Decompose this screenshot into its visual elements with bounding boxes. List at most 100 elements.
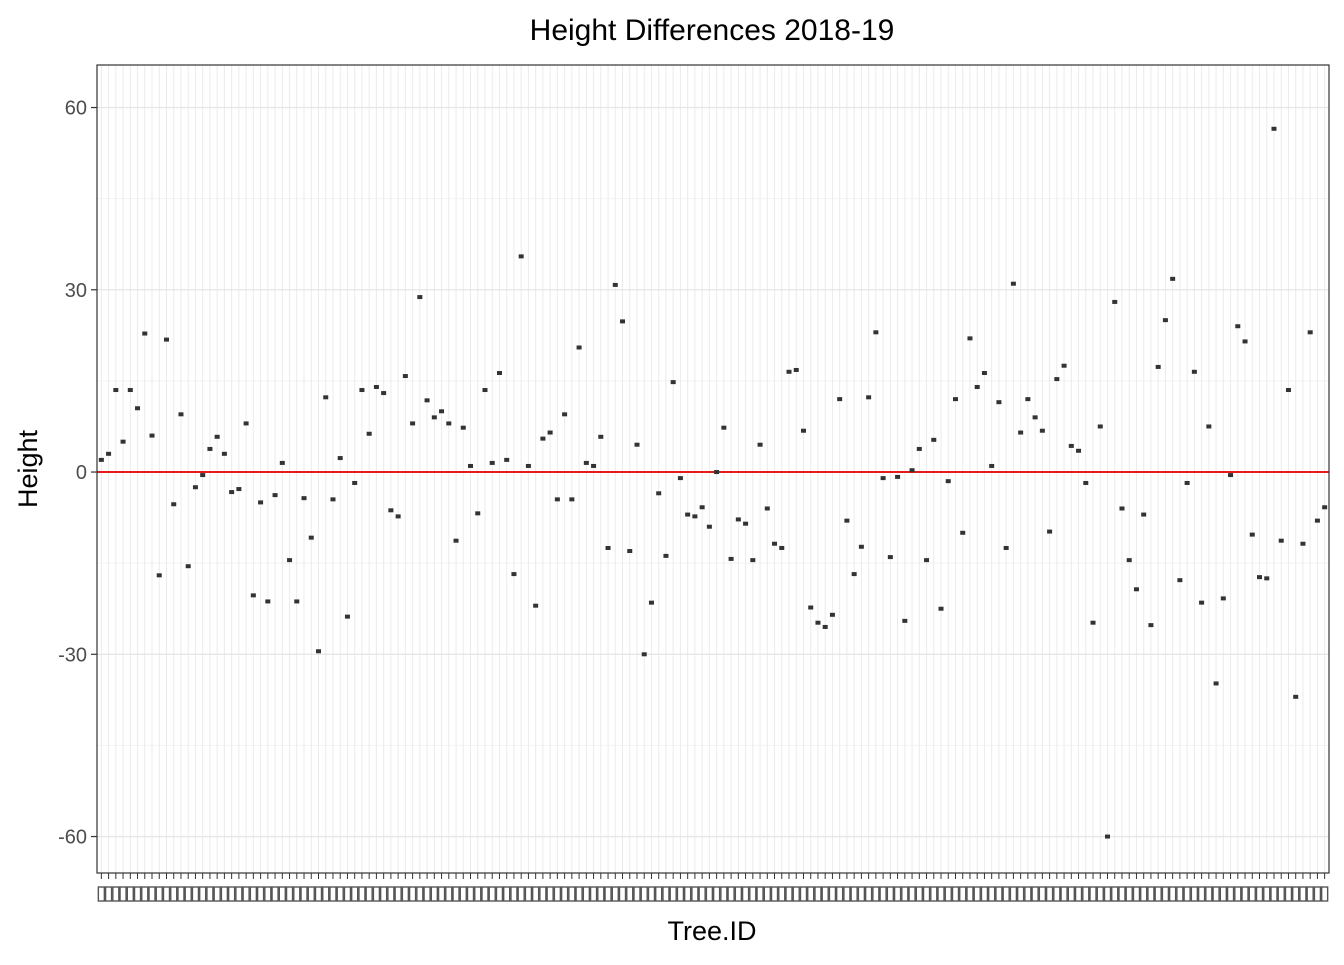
data-point <box>1010 281 1016 286</box>
x-tick-label-mark <box>365 886 373 902</box>
data-point <box>1076 448 1082 453</box>
data-point <box>171 502 177 507</box>
x-tick-label-mark <box>329 886 337 902</box>
x-tick-label-mark <box>843 886 851 902</box>
data-point <box>1249 532 1255 537</box>
x-axis-tick-labels <box>97 886 1329 902</box>
x-tick-label-mark <box>640 886 648 902</box>
data-point <box>772 541 778 546</box>
x-tick-label-mark <box>1313 886 1322 902</box>
chart-title: Height Differences 2018-19 <box>530 14 895 47</box>
data-point <box>482 388 488 393</box>
data-point <box>779 545 785 550</box>
x-tick-label-mark <box>1067 886 1076 902</box>
x-tick-label-mark <box>1277 886 1285 902</box>
data-point <box>1293 694 1299 699</box>
x-tick-label-mark <box>184 886 192 902</box>
data-point <box>714 470 720 475</box>
data-point <box>135 406 141 411</box>
data-point <box>221 451 227 456</box>
x-tick-label-mark <box>300 886 308 902</box>
data-point <box>1090 620 1096 625</box>
x-tick-label-mark <box>1060 886 1068 902</box>
data-point <box>1047 529 1053 534</box>
x-tick-label-mark <box>408 886 417 902</box>
data-point <box>677 476 683 481</box>
data-point <box>1119 506 1125 511</box>
data-point <box>858 544 864 549</box>
x-tick-label-mark <box>575 886 583 902</box>
x-tick-label-mark <box>611 886 619 902</box>
data-point <box>395 514 401 519</box>
x-tick-label-mark <box>676 886 685 902</box>
x-tick-label-mark <box>618 886 627 902</box>
x-tick-label-mark <box>416 886 424 902</box>
x-tick-label-mark <box>112 886 120 902</box>
x-tick-label-mark <box>655 886 663 902</box>
x-tick-label-mark <box>1219 886 1228 902</box>
data-point <box>1228 473 1234 478</box>
x-tick-label-mark <box>220 886 229 902</box>
x-tick-label-mark <box>546 886 554 902</box>
x-tick-label-mark <box>437 886 446 902</box>
x-tick-label-mark <box>1147 886 1155 902</box>
x-tick-label-mark <box>1125 886 1133 902</box>
data-point <box>460 425 466 430</box>
data-point <box>359 388 365 393</box>
x-tick-label-mark <box>749 886 757 902</box>
data-point <box>569 497 575 502</box>
data-point <box>1162 318 1168 323</box>
data-point <box>330 497 336 502</box>
x-tick-label-mark <box>807 886 815 902</box>
data-point <box>1264 576 1270 581</box>
data-point <box>663 553 669 558</box>
data-point <box>446 421 452 426</box>
x-tick-label-mark <box>915 886 923 902</box>
x-tick-label-mark <box>264 886 272 902</box>
x-tick-label-mark <box>1053 886 1061 902</box>
data-point <box>866 395 872 400</box>
data-point <box>895 474 901 479</box>
x-tick-label-mark <box>1212 886 1220 902</box>
data-point <box>511 572 517 577</box>
x-tick-label-mark <box>1161 886 1170 902</box>
x-tick-label-mark <box>1103 886 1112 902</box>
x-tick-label-mark <box>597 886 605 902</box>
x-tick-label-mark <box>423 886 431 902</box>
x-tick-label-mark <box>792 886 800 902</box>
data-point <box>721 425 727 430</box>
x-tick-label-mark <box>937 886 945 902</box>
data-point <box>960 530 966 535</box>
x-tick-label-mark <box>886 886 895 902</box>
data-point <box>1003 545 1009 550</box>
data-point <box>337 456 343 461</box>
grid-minor-y <box>97 198 1329 746</box>
data-point <box>583 460 589 465</box>
data-point <box>909 468 915 473</box>
data-point <box>1061 363 1067 368</box>
x-tick-label-mark <box>966 886 974 902</box>
x-tick-label-mark <box>387 886 395 902</box>
x-tick-label-mark <box>828 886 837 902</box>
x-tick-label-mark <box>271 886 279 902</box>
x-tick-label-mark <box>1139 886 1148 902</box>
x-tick-label-mark <box>944 886 952 902</box>
data-point <box>381 391 387 396</box>
data-point <box>214 434 220 439</box>
grid-x <box>100 65 1326 873</box>
data-point <box>916 446 922 451</box>
data-point <box>598 434 604 439</box>
x-tick-label-mark <box>633 886 641 902</box>
data-point <box>178 412 184 417</box>
x-tick-label-mark <box>959 886 967 902</box>
x-tick-label-mark <box>720 886 728 902</box>
x-tick-label-mark <box>394 886 402 902</box>
x-tick-label-mark <box>314 886 323 902</box>
data-point <box>591 463 597 468</box>
data-point <box>627 549 633 554</box>
x-tick-label-mark <box>756 886 764 902</box>
x-tick-label-mark <box>517 886 525 902</box>
x-axis-ticks <box>100 873 1326 879</box>
data-point <box>163 337 169 342</box>
x-tick-label-mark <box>1031 886 1039 902</box>
